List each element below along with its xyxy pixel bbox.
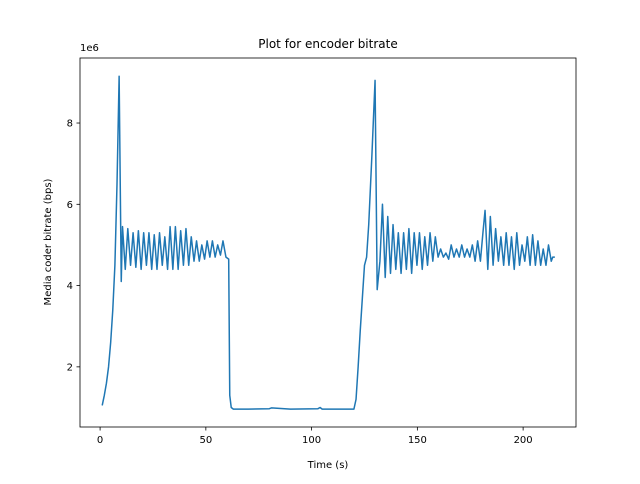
- x-tick-label: 200: [514, 435, 533, 446]
- chart-title: Plot for encoder bitrate: [258, 37, 397, 51]
- y-tick-label: 6: [67, 200, 73, 211]
- y-offset-label: 1e6: [80, 43, 99, 54]
- plot-frame: [79, 57, 577, 428]
- y-axis-label: Media coder bitrate (bps): [43, 178, 54, 305]
- y-tick-label: 8: [67, 119, 73, 130]
- x-tick-label: 150: [408, 435, 427, 446]
- y-tick-label: 2: [67, 362, 73, 373]
- x-tick-label: 100: [302, 435, 321, 446]
- y-tick-label: 4: [67, 281, 73, 292]
- x-axis-label: Time (s): [307, 460, 349, 471]
- data-line: [101, 75, 555, 410]
- x-tick-label: 0: [97, 435, 103, 446]
- x-tick-label: 50: [199, 435, 212, 446]
